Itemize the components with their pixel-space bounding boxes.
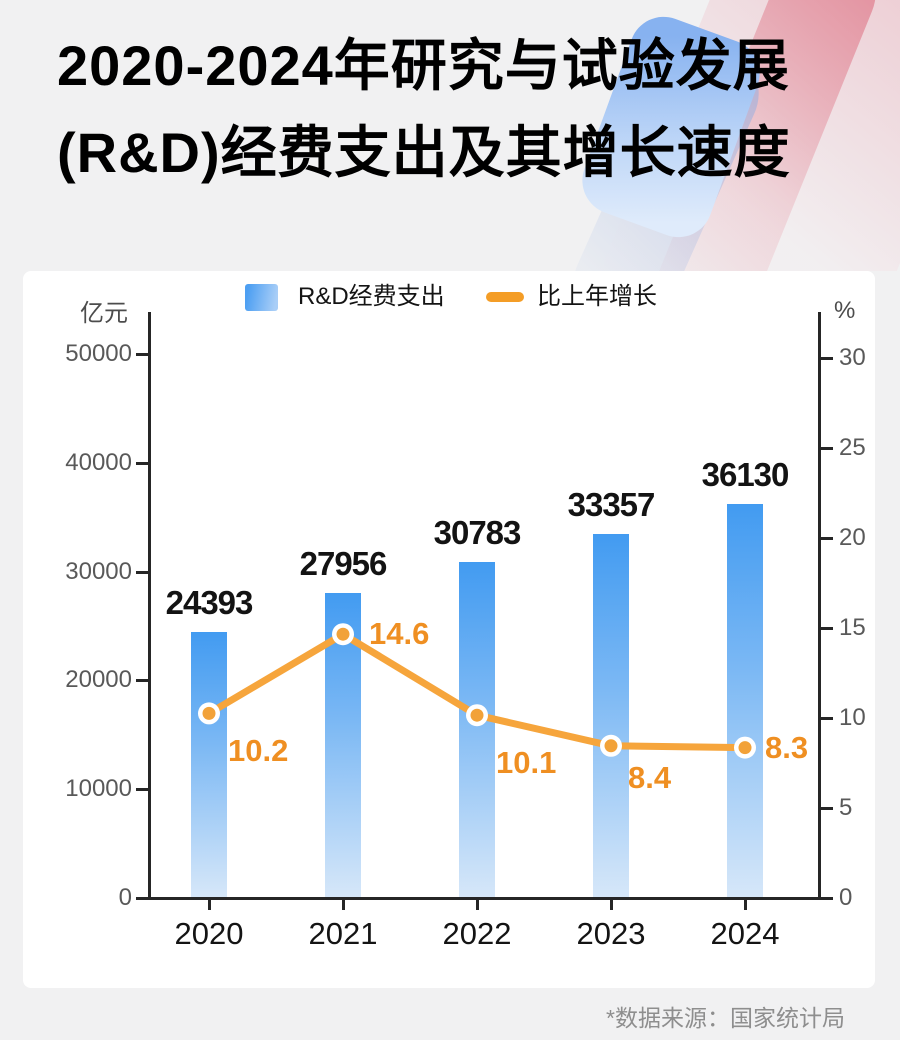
left-axis-unit: 亿元 [80,300,128,327]
title-line-2: (R&D)经费支出及其增长速度 [57,121,791,184]
left-axis-line [148,312,151,900]
x-axis-line [148,897,821,900]
right-axis-tick [821,627,833,630]
line-legend-swatch-icon [486,292,524,302]
right-axis-tick [821,717,833,720]
growth-value-label-2021: 14.6 [369,616,430,652]
bar-value-label-2020: 24393 [165,583,254,621]
legend-item-bar: R&D经费支出 [245,281,445,313]
growth-value-label-2022: 10.1 [496,745,557,781]
bar-legend-label: R&D经费支出 [298,283,445,310]
right-axis-tick-label: 5 [839,794,853,821]
left-axis-tick-label: 10000 [65,775,132,803]
growth-value-label-2020: 10.2 [228,733,289,769]
left-axis-tick-label: 30000 [65,557,132,585]
chart-card: R&D经费支出 比上年增长 亿元 % 24393 27956 30783 33357 3… [23,271,875,988]
x-axis-label-2022: 2022 [442,916,512,951]
x-axis-tick-2024 [744,900,747,910]
left-axis-tick [136,570,148,574]
left-axis-tick [136,897,148,900]
left-axis-tick [136,461,148,465]
x-axis-label-2023: 2023 [576,916,646,951]
x-axis-tick-2020 [208,900,211,910]
bar-legend-swatch-icon [245,283,278,311]
left-axis-tick-label: 0 [118,884,132,911]
right-axis-tick [821,897,833,900]
growth-value-label-2023: 8.4 [628,759,672,795]
x-axis-label-2020: 2020 [174,916,244,951]
left-axis-tick [136,788,148,792]
bar-2022 [459,562,495,897]
left-axis-tick-label: 20000 [65,666,132,694]
right-axis-line [818,312,821,900]
line-legend-label: 比上年增长 [537,283,657,310]
right-axis-tick-label: 20 [839,524,866,551]
bar-value-label-2022: 30783 [433,514,522,552]
right-axis-tick-label: 15 [839,614,866,641]
right-axis-tick [821,447,833,450]
page-title: 2020-2024年研究与试验发展 (R&D)经费支出及其增长速度 [57,22,791,196]
bar-value-label-2024: 36130 [701,455,790,493]
bar-2023 [593,534,629,897]
right-axis-tick-label: 30 [839,344,866,371]
left-axis-tick-label: 40000 [65,448,132,476]
bar-value-label-2021: 27956 [299,544,388,582]
right-axis-tick-label: 25 [839,434,866,461]
right-axis-tick-label: 10 [839,704,866,731]
bar-2020 [191,631,227,897]
growth-value-label-2024: 8.3 [765,729,809,765]
right-axis-tick [821,357,833,360]
x-axis-tick-2021 [342,900,345,910]
right-axis-tick-label: 0 [839,884,853,911]
right-axis-unit: % [834,297,856,324]
left-axis-tick [136,679,148,683]
bar-2024 [727,503,763,897]
bar-value-label-2023: 33357 [567,486,656,524]
x-axis-label-2021: 2021 [308,916,378,951]
left-axis-tick-label: 50000 [65,340,132,367]
x-axis-tick-2022 [476,900,479,910]
right-axis-tick [821,537,833,540]
x-axis-tick-2023 [610,900,613,910]
right-axis-tick [821,807,833,810]
header: 2020-2024年研究与试验发展 (R&D)经费支出及其增长速度 [0,0,900,271]
legend-item-line: 比上年增长 [486,281,657,313]
data-source-note: *数据来源：国家统计局 [606,1005,845,1031]
title-line-1: 2020-2024年研究与试验发展 [57,34,790,97]
left-axis-tick [136,353,148,356]
bar-2021 [325,592,361,897]
plot-area: 24393 27956 30783 33357 36130 0 10000 20000 3000… [23,271,875,988]
x-axis-label-2024: 2024 [710,916,780,951]
